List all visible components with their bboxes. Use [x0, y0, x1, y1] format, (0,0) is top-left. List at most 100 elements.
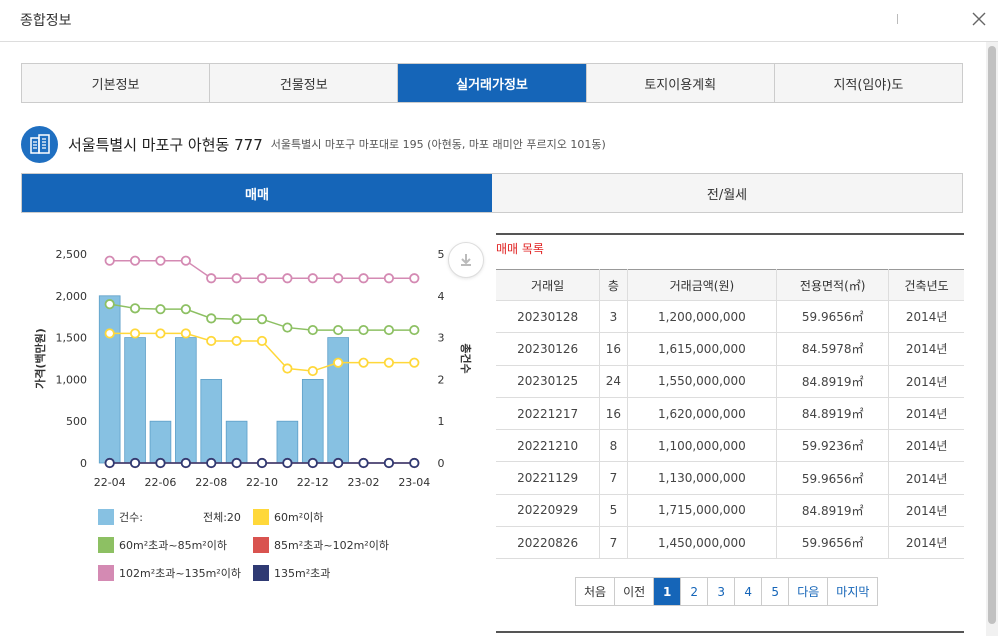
vertical-scrollbar[interactable]	[986, 42, 998, 636]
legend-swatch	[253, 537, 269, 553]
sale-table: 거래일 층 거래금액(원) 전용면적(㎡) 건축년도 20230128 3 1,20…	[496, 269, 964, 560]
data-point	[180, 457, 191, 469]
y2-tick-label: 4	[438, 290, 445, 303]
bar	[225, 420, 248, 464]
cell-price: 1,620,000,000	[627, 397, 778, 431]
tab-sale[interactable]: 매매	[22, 174, 492, 212]
legend-swatch	[98, 565, 114, 581]
data-point	[155, 328, 166, 339]
page-button-5[interactable]: 5	[762, 578, 790, 605]
data-point	[129, 328, 141, 339]
data-point	[358, 324, 369, 336]
tab-label: 지적(임야)도	[833, 77, 904, 93]
data-point	[129, 303, 141, 314]
legend-count: 건수: 전체:20	[98, 509, 253, 525]
data-point	[383, 457, 395, 469]
tab-lease-rent[interactable]: 전/월세	[492, 174, 962, 212]
page-first-button[interactable]: 처음	[576, 578, 616, 605]
data-point	[231, 314, 242, 325]
data-point	[155, 255, 166, 266]
page-button-3[interactable]: 3	[708, 578, 736, 605]
legend-swatch	[253, 509, 269, 525]
bar	[98, 295, 121, 464]
cell-date: 20221129	[496, 461, 601, 495]
page-next-button[interactable]: 다음	[789, 578, 829, 605]
legend-label: 85m²초과~102m²이하	[274, 539, 389, 552]
price-chart-svg: 2,500 2,000 1,500 1,000 500 0 5 4 3 2 1 0 가격(백만원) 총건수…	[33, 248, 473, 489]
bar	[124, 337, 146, 464]
tab-cadastral-map[interactable]: 지적(임야)도	[775, 64, 962, 102]
x-tick-label: 22-08	[195, 476, 227, 489]
cell-floor: 3	[599, 300, 628, 334]
cell-price: 1,130,000,000	[627, 461, 778, 495]
data-point	[206, 457, 217, 469]
data-point	[180, 328, 191, 339]
cell-date: 20230125	[496, 365, 601, 398]
col-header-date: 거래일	[496, 269, 601, 301]
y2-tick-label: 5	[438, 248, 445, 261]
y2-tick-label: 3	[438, 332, 445, 345]
data-point	[282, 457, 293, 469]
cell-floor: 7	[599, 461, 628, 495]
data-point	[104, 255, 115, 266]
table-row: 20230125 24 1,550,000,000 84.8919㎡ 2014년	[496, 365, 964, 398]
y2-tick-label: 0	[438, 457, 445, 470]
cell-area: 59.9656㎡	[776, 300, 890, 334]
col-header-area: 전용면적(㎡)	[776, 269, 890, 301]
data-point	[256, 457, 268, 469]
info-tabs: 기본정보 건물정보 실거래가정보 토지이용계획 지적(임야)도	[21, 63, 963, 103]
dialog-titlebar: 종합정보	[0, 0, 998, 42]
download-chart-button[interactable]	[448, 242, 484, 278]
table-row: 20221217 16 1,620,000,000 84.8919㎡ 2014년	[496, 397, 964, 431]
data-point	[180, 304, 191, 315]
x-tick-label: 23-04	[398, 476, 430, 489]
cell-floor: 16	[599, 332, 628, 366]
tab-building-info[interactable]: 건물정보	[210, 64, 399, 102]
legend-label: 건수:	[119, 511, 143, 524]
cell-price: 1,550,000,000	[627, 365, 778, 398]
y-tick-label: 1,000	[56, 373, 88, 386]
download-icon	[461, 254, 471, 266]
data-point	[129, 255, 141, 266]
cell-floor: 16	[599, 397, 628, 431]
scrollbar-thumb[interactable]	[988, 46, 996, 624]
tab-basic-info[interactable]: 기본정보	[22, 64, 211, 102]
cell-year: 2014년	[888, 494, 964, 528]
col-header-year: 건축년도	[888, 269, 964, 301]
legend-swatch	[98, 509, 114, 525]
divider	[496, 631, 964, 633]
table-row: 20221210 8 1,100,000,000 59.9236㎡ 2014년	[496, 429, 964, 463]
cell-price: 1,450,000,000	[627, 526, 778, 560]
chart-legend: 건수: 전체:20 60m²이하 60m²초과~85m²이하 85m²초과~10…	[98, 509, 418, 594]
tab-label: 매매	[245, 187, 269, 203]
data-point	[155, 304, 166, 315]
cell-price: 1,715,000,000	[627, 494, 778, 528]
page-button-2[interactable]: 2	[681, 578, 709, 605]
data-point	[383, 273, 395, 284]
bar	[175, 337, 197, 464]
cell-area: 84.5978㎡	[776, 332, 890, 366]
data-point	[256, 314, 268, 325]
pagination: 처음 이전 1 2 3 4 5 다음 마지막	[575, 577, 879, 606]
page-button-1[interactable]: 1	[654, 578, 682, 605]
tab-land-use-plan[interactable]: 토지이용계획	[587, 64, 775, 102]
data-point	[358, 357, 369, 368]
page-prev-button[interactable]: 이전	[615, 578, 655, 605]
deal-type-tabs: 매매 전/월세	[21, 173, 963, 213]
page-button-4[interactable]: 4	[735, 578, 763, 605]
data-point	[383, 357, 395, 368]
cell-area: 84.8919㎡	[776, 365, 890, 398]
data-point	[333, 357, 344, 368]
data-point	[333, 273, 344, 284]
dialog-title: 종합정보	[20, 13, 72, 29]
y-tick-label: 500	[66, 415, 87, 428]
cell-area: 59.9656㎡	[776, 461, 890, 495]
close-icon[interactable]	[970, 10, 988, 28]
cell-price: 1,100,000,000	[627, 429, 778, 463]
cell-date: 20230126	[496, 332, 601, 366]
cell-date: 20220826	[496, 526, 601, 560]
page-last-button[interactable]: 마지막	[836, 585, 870, 599]
legend-swatch	[98, 537, 114, 553]
tab-transaction-price[interactable]: 실거래가정보	[398, 64, 587, 102]
cell-year: 2014년	[888, 461, 964, 495]
